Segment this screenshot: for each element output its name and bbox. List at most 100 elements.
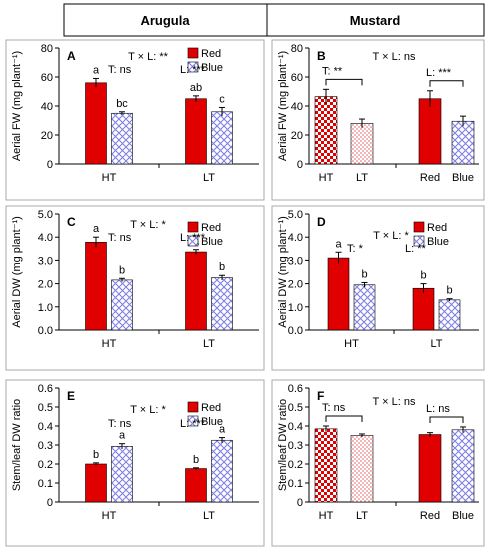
stats-annotation: T: ns [108, 64, 132, 76]
legend-swatch-red [187, 401, 199, 413]
panel-b: B Aerial FW (mg plant⁻¹) 0 20 40 60 80 HT LT Red B… [271, 39, 485, 201]
legend-label-red: Red [201, 222, 221, 234]
bar-red-ht [85, 463, 107, 503]
legend-label-red: Red [201, 48, 221, 60]
significance-bracket [325, 415, 363, 422]
bar-ht [314, 96, 338, 165]
bar-blue-ht [353, 284, 376, 331]
panel-c: C Aerial DW (mg plant⁻¹) 0.0 1.0 2.0 3.0 4.0 5.… [5, 205, 265, 371]
y-tick-label: 60 [41, 72, 53, 84]
panel-border [271, 205, 485, 371]
stats-annotation: T: * [347, 243, 364, 255]
significance-letter: b [219, 261, 225, 273]
panel-letter: D [317, 215, 326, 229]
y-tick-label: 0.0 [288, 325, 303, 337]
significance-letter: a [335, 238, 342, 250]
legend-label-red: Red [427, 222, 447, 234]
bar-blue-lt [211, 111, 233, 165]
bar-red-lt [185, 251, 207, 331]
column-header-mustard: Mustard [350, 13, 401, 28]
legend-label-blue: Blue [201, 236, 223, 248]
stats-annotation: L: *** [180, 418, 206, 430]
x-tick-label: HT [102, 172, 117, 184]
y-tick-label: 3.0 [288, 255, 303, 267]
legend-label-blue: Blue [201, 62, 223, 74]
legend-swatch-blue [413, 235, 425, 247]
y-tick-label: 0.6 [38, 383, 53, 395]
y-tick-label: 0 [297, 159, 303, 171]
bar-lt [350, 435, 374, 503]
bar-ht [314, 428, 338, 503]
y-tick-label: 0.3 [38, 440, 53, 452]
significance-letter: a [219, 424, 226, 436]
y-tick-label: 5.0 [38, 209, 53, 221]
y-tick-label: 0 [47, 159, 53, 171]
bar-blue-lt [211, 277, 233, 331]
y-tick-label: 0.2 [288, 459, 303, 471]
y-tick-label: 80 [41, 43, 53, 55]
x-tick-label: HT [102, 338, 117, 350]
panel-border [5, 39, 265, 201]
significance-letter: a [119, 430, 126, 442]
y-tick-label: 0.1 [38, 478, 53, 490]
stats-annotation: T × L: ** [128, 51, 169, 63]
bar-blue-lt [438, 299, 461, 331]
significance-bracket [325, 78, 363, 86]
y-tick-label: 1.0 [38, 302, 53, 314]
x-tick-label: Blue [452, 172, 474, 184]
legend-swatch-blue [187, 235, 199, 247]
y-tick-label: 4.0 [288, 232, 303, 244]
stats-annotation: T × L: * [130, 219, 166, 231]
bar-blue-ht [111, 446, 133, 503]
stats-annotation: L: *** [180, 64, 206, 76]
y-tick-label: 2.0 [38, 279, 53, 291]
header-box-mustard [266, 3, 485, 37]
bar-blue-ht [111, 279, 133, 331]
y-axis-label: Aerial DW (mg plant⁻¹) [11, 216, 23, 328]
bar-blue [451, 429, 475, 503]
significance-letter: c [219, 93, 225, 105]
x-tick-label: LT [430, 338, 442, 350]
panel-border [271, 379, 485, 547]
stats-annotation: T × L: * [373, 230, 409, 242]
significance-letter: bc [116, 98, 128, 110]
x-tick-label: HT [102, 510, 117, 522]
y-tick-label: 0 [297, 497, 303, 509]
significance-letter: a [93, 223, 100, 235]
significance-letter: b [361, 268, 367, 280]
stats-annotation: T × L: * [130, 404, 166, 416]
x-tick-label: Blue [452, 510, 474, 522]
x-tick-label: Red [420, 510, 440, 522]
stats-annotation: T: ns [108, 232, 132, 244]
bar-red-lt [185, 98, 207, 165]
y-tick-label: 0.3 [288, 440, 303, 452]
y-tick-label: 80 [291, 43, 303, 55]
x-tick-label: HT [319, 510, 334, 522]
x-tick-label: LT [203, 172, 215, 184]
bar-red [418, 434, 442, 503]
significance-bracket [429, 416, 464, 423]
panel-letter: B [317, 49, 326, 63]
stats-annotation: T: ns [108, 418, 132, 430]
legend-label-blue: Blue [201, 416, 223, 428]
header-row: Arugula Mustard [63, 3, 485, 37]
legend-swatch-blue [187, 61, 199, 73]
y-tick-label: 0 [47, 497, 53, 509]
legend-swatch-red [413, 221, 425, 233]
bar-lt [350, 123, 374, 165]
stats-annotation: L: *** [180, 232, 206, 244]
y-axis-label: Aerial FW (mg plant⁻¹) [11, 51, 23, 161]
panel-border [5, 205, 265, 371]
y-tick-label: 0.5 [38, 402, 53, 414]
panel-letter: F [317, 389, 324, 403]
x-tick-label: LT [203, 338, 215, 350]
significance-letter: ab [190, 82, 202, 94]
bar-blue [451, 120, 475, 165]
y-axis-label: Aerial FW (mg plant⁻¹) [277, 51, 289, 161]
y-tick-label: 40 [291, 101, 303, 113]
significance-letter: b [119, 264, 125, 276]
legend-swatch-red [187, 221, 199, 233]
bar-red-ht [85, 82, 107, 165]
